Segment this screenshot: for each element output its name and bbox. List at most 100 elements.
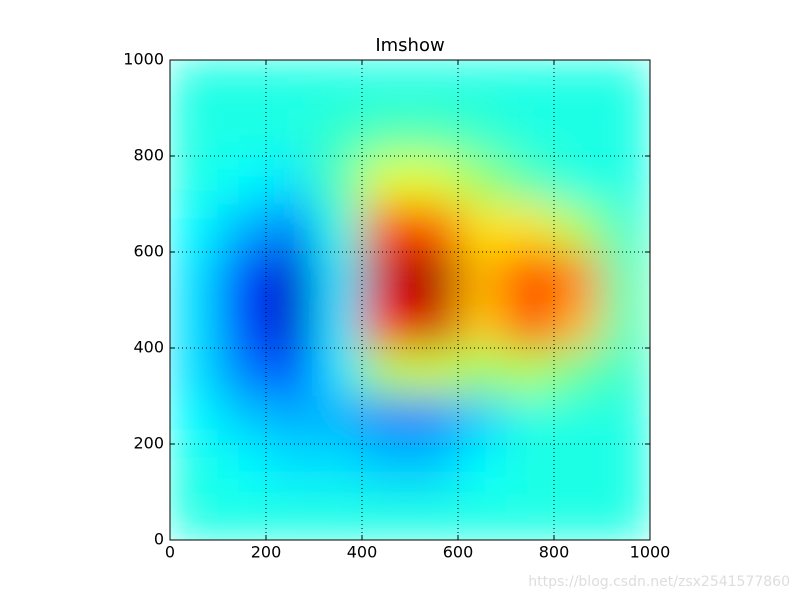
heatmap-cell: [554, 204, 603, 253]
heatmap-cell: [506, 300, 555, 349]
heatmap-cell: [218, 348, 267, 397]
heatmap-cell: [170, 396, 219, 445]
heatmap-cell: [458, 300, 507, 349]
plot-frame: [169, 59, 651, 541]
heatmap-cell: [170, 108, 219, 157]
heatmap-cell: [410, 60, 459, 109]
heatmap-cell: [218, 444, 267, 493]
heatmap-cell: [218, 396, 267, 445]
heatmap-cell: [314, 300, 363, 349]
x-tick-label: 600: [443, 543, 474, 562]
heatmap-cell: [266, 204, 315, 253]
watermark: https://blog.csdn.net/zsx2541577860: [528, 574, 790, 590]
heatmap-cell: [602, 348, 650, 397]
y-tick-label: 0: [154, 530, 164, 549]
heatmap-cell: [170, 204, 219, 253]
heatmap-cell: [410, 108, 459, 157]
heatmap-cell: [314, 252, 363, 301]
heatmap-cell: [266, 156, 315, 205]
heatmap-cell: [506, 444, 555, 493]
chart-title: Imshow: [375, 35, 444, 56]
y-tick-label: 200: [133, 434, 164, 453]
heatmap-cell: [218, 492, 267, 540]
heatmap-cell: [410, 492, 459, 540]
heatmap-cell: [602, 300, 650, 349]
heatmap-cell: [410, 300, 459, 349]
heatmap-cell: [410, 444, 459, 493]
heatmap-cell: [410, 348, 459, 397]
heatmap-cell: [602, 444, 650, 493]
x-tick-label: 0: [165, 543, 175, 562]
heatmap-cell: [410, 396, 459, 445]
heatmap-cell: [506, 108, 555, 157]
heatmap-cell: [410, 204, 459, 253]
heatmap-cell: [362, 348, 411, 397]
heatmap-cell: [266, 396, 315, 445]
heatmap-cell: [218, 156, 267, 205]
heatmap-cell: [602, 204, 650, 253]
heatmap-cell: [218, 252, 267, 301]
y-tick-label: 400: [133, 338, 164, 357]
heatmap-cell: [218, 108, 267, 157]
heatmap: [170, 60, 650, 540]
heatmap-cell: [554, 108, 603, 157]
x-tick-label: 800: [539, 543, 570, 562]
heatmap-cell: [362, 444, 411, 493]
heatmap-cell: [362, 396, 411, 445]
heatmap-cell: [362, 492, 411, 540]
heatmap-cell: [170, 252, 219, 301]
heatmap-cell: [506, 492, 555, 540]
heatmap-cell: [602, 108, 650, 157]
heatmap-cell: [314, 204, 363, 253]
heatmap-cell: [602, 492, 650, 540]
heatmap-cell: [314, 156, 363, 205]
y-tick-label: 1000: [123, 50, 164, 69]
heatmap-cell: [170, 156, 219, 205]
heatmap-cell: [266, 252, 315, 301]
heatmap-cell: [506, 348, 555, 397]
y-tick-label: 800: [133, 146, 164, 165]
heatmap-cell: [170, 444, 219, 493]
heatmap-cell: [266, 300, 315, 349]
heatmap-cell: [362, 156, 411, 205]
heatmap-cell: [314, 492, 363, 540]
heatmap-cell: [218, 204, 267, 253]
heatmap-cell: [266, 348, 315, 397]
x-tick-label: 400: [347, 543, 378, 562]
heatmap-cell: [506, 156, 555, 205]
heatmap-cell: [458, 204, 507, 253]
heatmap-cell: [458, 156, 507, 205]
x-tick-label: 200: [251, 543, 282, 562]
heatmap-cell: [554, 492, 603, 540]
heatmap-cell: [554, 252, 603, 301]
heatmap-cell: [314, 396, 363, 445]
heatmap-cell: [554, 156, 603, 205]
heatmap-cell: [266, 492, 315, 540]
heatmap-cell: [506, 204, 555, 253]
heatmap-cell: [554, 396, 603, 445]
heatmap-cell: [314, 60, 363, 109]
heatmap-cell: [266, 108, 315, 157]
heatmap-cell: [218, 300, 267, 349]
heatmap-cell: [554, 348, 603, 397]
heatmap-cell: [362, 252, 411, 301]
heatmap-cell: [458, 108, 507, 157]
x-tick-label: 1000: [630, 543, 671, 562]
heatmap-cell: [266, 60, 315, 109]
heatmap-cells: [170, 60, 650, 540]
heatmap-cell: [458, 348, 507, 397]
y-tick-label: 600: [133, 242, 164, 261]
heatmap-cell: [458, 444, 507, 493]
heatmap-cell: [362, 204, 411, 253]
heatmap-cell: [554, 60, 603, 109]
heatmap-cell: [458, 396, 507, 445]
heatmap-cell: [602, 156, 650, 205]
heatmap-cell: [602, 60, 650, 109]
heatmap-cell: [314, 444, 363, 493]
heatmap-cell: [218, 60, 267, 109]
heatmap-cell: [410, 252, 459, 301]
heatmap-cell: [554, 444, 603, 493]
heatmap-cell: [266, 444, 315, 493]
